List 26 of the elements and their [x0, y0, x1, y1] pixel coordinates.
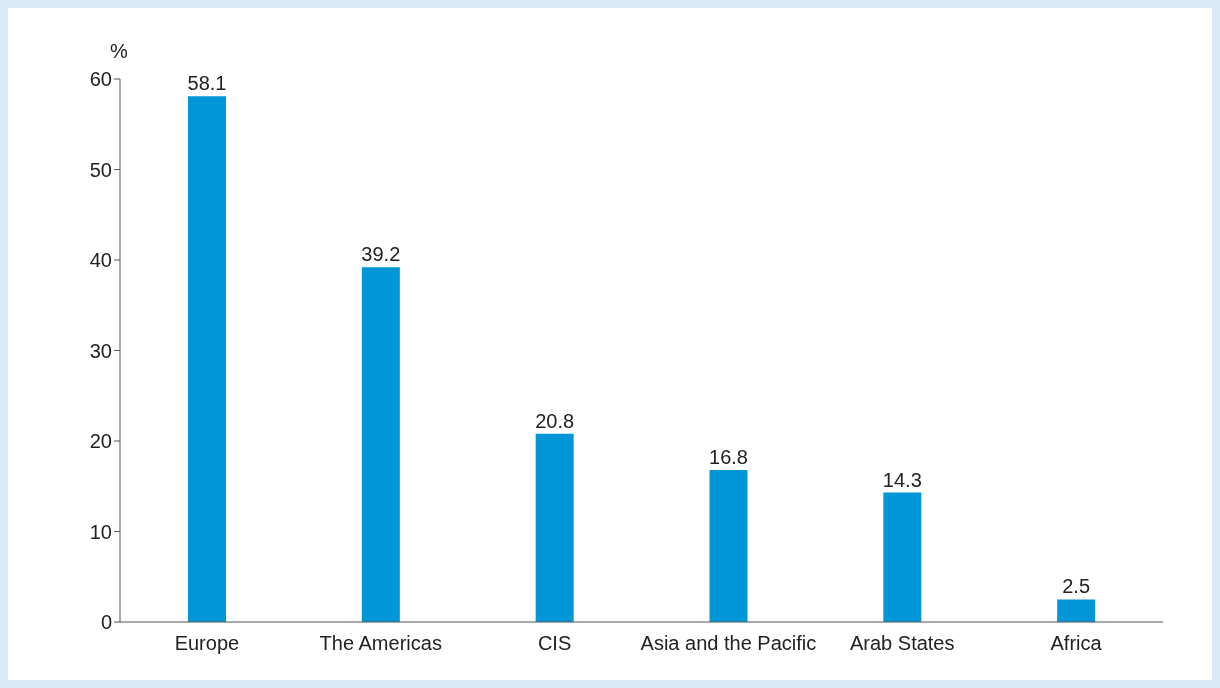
data-label: 2.5	[1062, 575, 1091, 598]
x-tick-label: Africa	[1050, 632, 1103, 655]
bar	[709, 469, 748, 622]
y-tick-label: 0	[100, 611, 112, 634]
x-tick-label: Europe	[174, 632, 240, 655]
bar	[188, 96, 226, 622]
y-tick-label: 10	[89, 520, 112, 543]
y-tick-label: 40	[89, 249, 112, 272]
bar	[361, 267, 400, 622]
data-label: 20.8	[535, 409, 575, 432]
x-tick-label: Asia and the Pacific	[640, 632, 817, 655]
x-tick-label: Arab States	[849, 632, 955, 655]
bar	[1057, 599, 1096, 622]
x-tick-label: CIS	[537, 632, 572, 655]
y-tick-label: 20	[89, 430, 112, 453]
y-tick-label: 60	[89, 68, 112, 91]
bar	[883, 492, 922, 622]
bar	[535, 433, 574, 622]
data-label: 58.1	[187, 72, 227, 95]
x-tick-label: The Americas	[319, 632, 442, 655]
y-tick-label: 30	[89, 339, 112, 362]
y-tick-label: 50	[89, 158, 112, 181]
data-label: 39.2	[361, 243, 401, 266]
data-label: 14.3	[882, 468, 922, 491]
y-axis-title: %	[110, 40, 128, 63]
data-label: 16.8	[709, 445, 748, 468]
